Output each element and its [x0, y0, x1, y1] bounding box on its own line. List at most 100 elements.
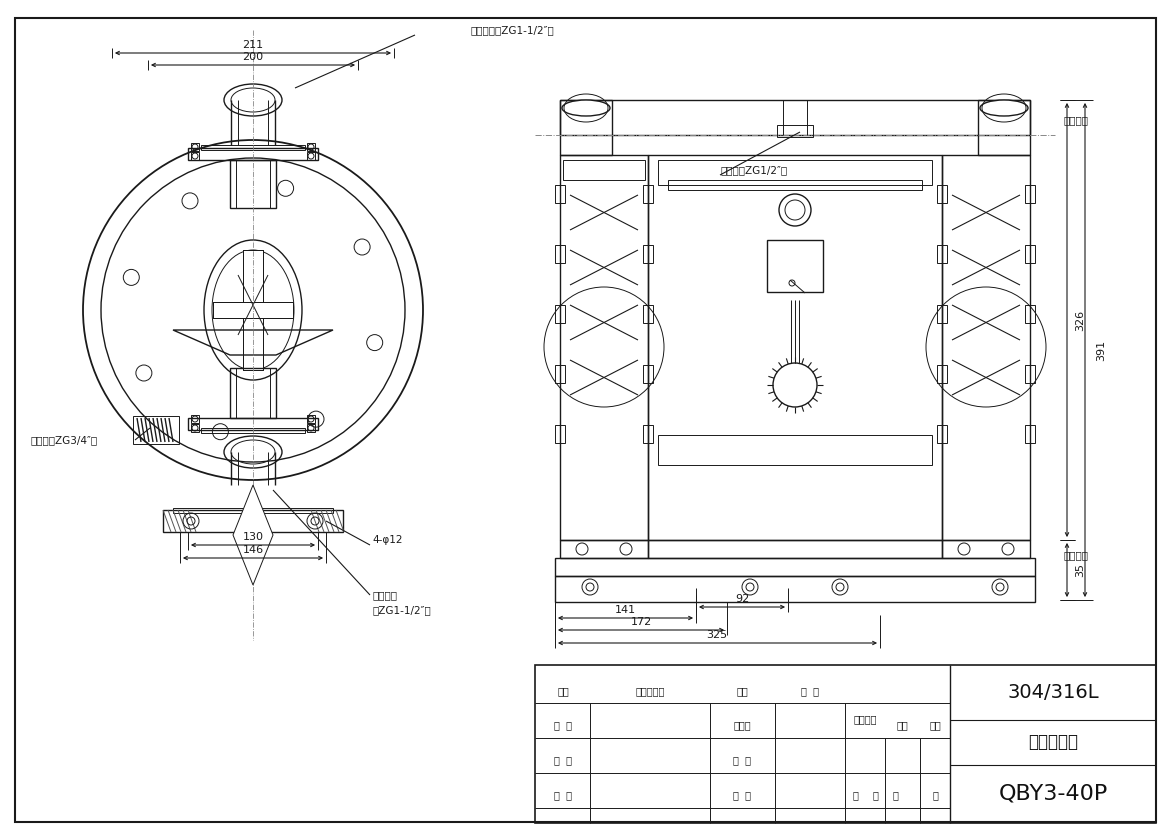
Text: 172: 172	[630, 617, 651, 627]
Text: （进口）: （进口）	[1063, 550, 1088, 560]
Bar	[191, 143, 199, 151]
Text: 安装尺寸图: 安装尺寸图	[1028, 733, 1078, 751]
Bar	[941, 540, 1030, 558]
Bar	[941, 155, 1030, 540]
Bar	[189, 418, 319, 430]
Text: 326: 326	[1075, 309, 1086, 331]
Bar	[778, 125, 813, 137]
Bar	[230, 368, 276, 418]
Text: 物料进口: 物料进口	[372, 590, 397, 600]
Text: （出口）: （出口）	[1063, 115, 1088, 125]
Text: 页: 页	[932, 790, 938, 800]
Text: 标记: 标记	[557, 686, 569, 696]
Bar	[1025, 185, 1035, 203]
Bar	[1025, 365, 1035, 383]
Text: 标准化: 标准化	[733, 720, 751, 730]
Text: 304/316L: 304/316L	[1007, 684, 1098, 702]
Text: 325: 325	[706, 630, 727, 640]
Text: 工  艺: 工 艺	[554, 790, 571, 800]
Bar	[133, 416, 179, 444]
Bar	[643, 305, 653, 323]
Bar	[213, 302, 293, 318]
Bar	[560, 100, 1030, 135]
Text: 进气口（ZG1/2″）: 进气口（ZG1/2″）	[720, 165, 787, 175]
Bar	[230, 160, 276, 208]
Bar	[648, 155, 941, 540]
Bar	[560, 100, 612, 155]
Text: 391: 391	[1096, 339, 1105, 360]
Bar	[191, 415, 199, 423]
Text: 141: 141	[615, 605, 636, 615]
Bar	[244, 250, 263, 370]
Text: 物料出口（ZG1-1/2″）: 物料出口（ZG1-1/2″）	[470, 25, 554, 35]
Bar	[658, 160, 932, 185]
Text: 图样标记: 图样标记	[854, 714, 877, 724]
Bar	[163, 510, 343, 532]
Bar	[648, 540, 941, 558]
Ellipse shape	[980, 100, 1028, 116]
Text: 4-φ12: 4-φ12	[372, 535, 403, 545]
Text: 日  期: 日 期	[801, 686, 819, 696]
Bar	[937, 305, 947, 323]
Bar	[937, 365, 947, 383]
Text: 消声器（ZG3/4″）: 消声器（ZG3/4″）	[30, 435, 97, 445]
Bar	[555, 245, 564, 263]
Text: 146: 146	[242, 545, 263, 555]
Bar	[937, 245, 947, 263]
Bar	[1025, 425, 1035, 443]
Bar	[767, 240, 823, 292]
Bar	[307, 415, 315, 423]
Bar	[1025, 305, 1035, 323]
Text: 设  计: 设 计	[554, 720, 571, 730]
Bar	[535, 665, 1156, 823]
Text: QBY3-40P: QBY3-40P	[999, 783, 1108, 803]
Bar	[307, 424, 315, 432]
Bar	[555, 185, 564, 203]
Text: 共: 共	[852, 790, 858, 800]
Text: 页: 页	[872, 790, 878, 800]
Text: 35: 35	[1075, 563, 1086, 577]
Bar	[978, 100, 1030, 155]
Bar	[643, 245, 653, 263]
Bar	[643, 425, 653, 443]
Bar	[237, 160, 271, 208]
Bar	[937, 425, 947, 443]
Bar	[555, 576, 1035, 602]
Text: 重量: 重量	[896, 720, 908, 730]
Ellipse shape	[562, 100, 610, 116]
Text: 审  核: 审 核	[554, 755, 571, 765]
Bar	[555, 365, 564, 383]
Bar	[173, 508, 333, 513]
Bar	[658, 435, 932, 465]
Bar	[191, 152, 199, 160]
Text: 更改文件号: 更改文件号	[636, 686, 665, 696]
Bar	[643, 185, 653, 203]
Text: 第: 第	[892, 790, 898, 800]
Bar	[937, 185, 947, 203]
Bar	[201, 428, 304, 433]
Bar	[244, 250, 263, 370]
Bar	[555, 425, 564, 443]
Bar	[563, 160, 645, 180]
Text: 200: 200	[242, 52, 263, 62]
Bar	[560, 155, 648, 540]
Bar	[1025, 245, 1035, 263]
Text: 日  期: 日 期	[733, 790, 751, 800]
Text: （ZG1-1/2″）: （ZG1-1/2″）	[372, 605, 431, 615]
Bar	[201, 145, 304, 150]
Bar	[307, 143, 315, 151]
Bar	[191, 424, 199, 432]
Bar	[555, 305, 564, 323]
Polygon shape	[233, 485, 273, 585]
Bar	[555, 558, 1035, 576]
Text: 211: 211	[242, 40, 263, 50]
Text: 签字: 签字	[737, 686, 748, 696]
Bar	[213, 302, 293, 318]
Text: 130: 130	[242, 532, 263, 542]
Bar	[237, 368, 271, 418]
Bar	[560, 540, 648, 558]
Text: 批  准: 批 准	[733, 755, 751, 765]
Text: 92: 92	[735, 594, 749, 604]
Bar	[667, 180, 922, 190]
Bar	[307, 152, 315, 160]
